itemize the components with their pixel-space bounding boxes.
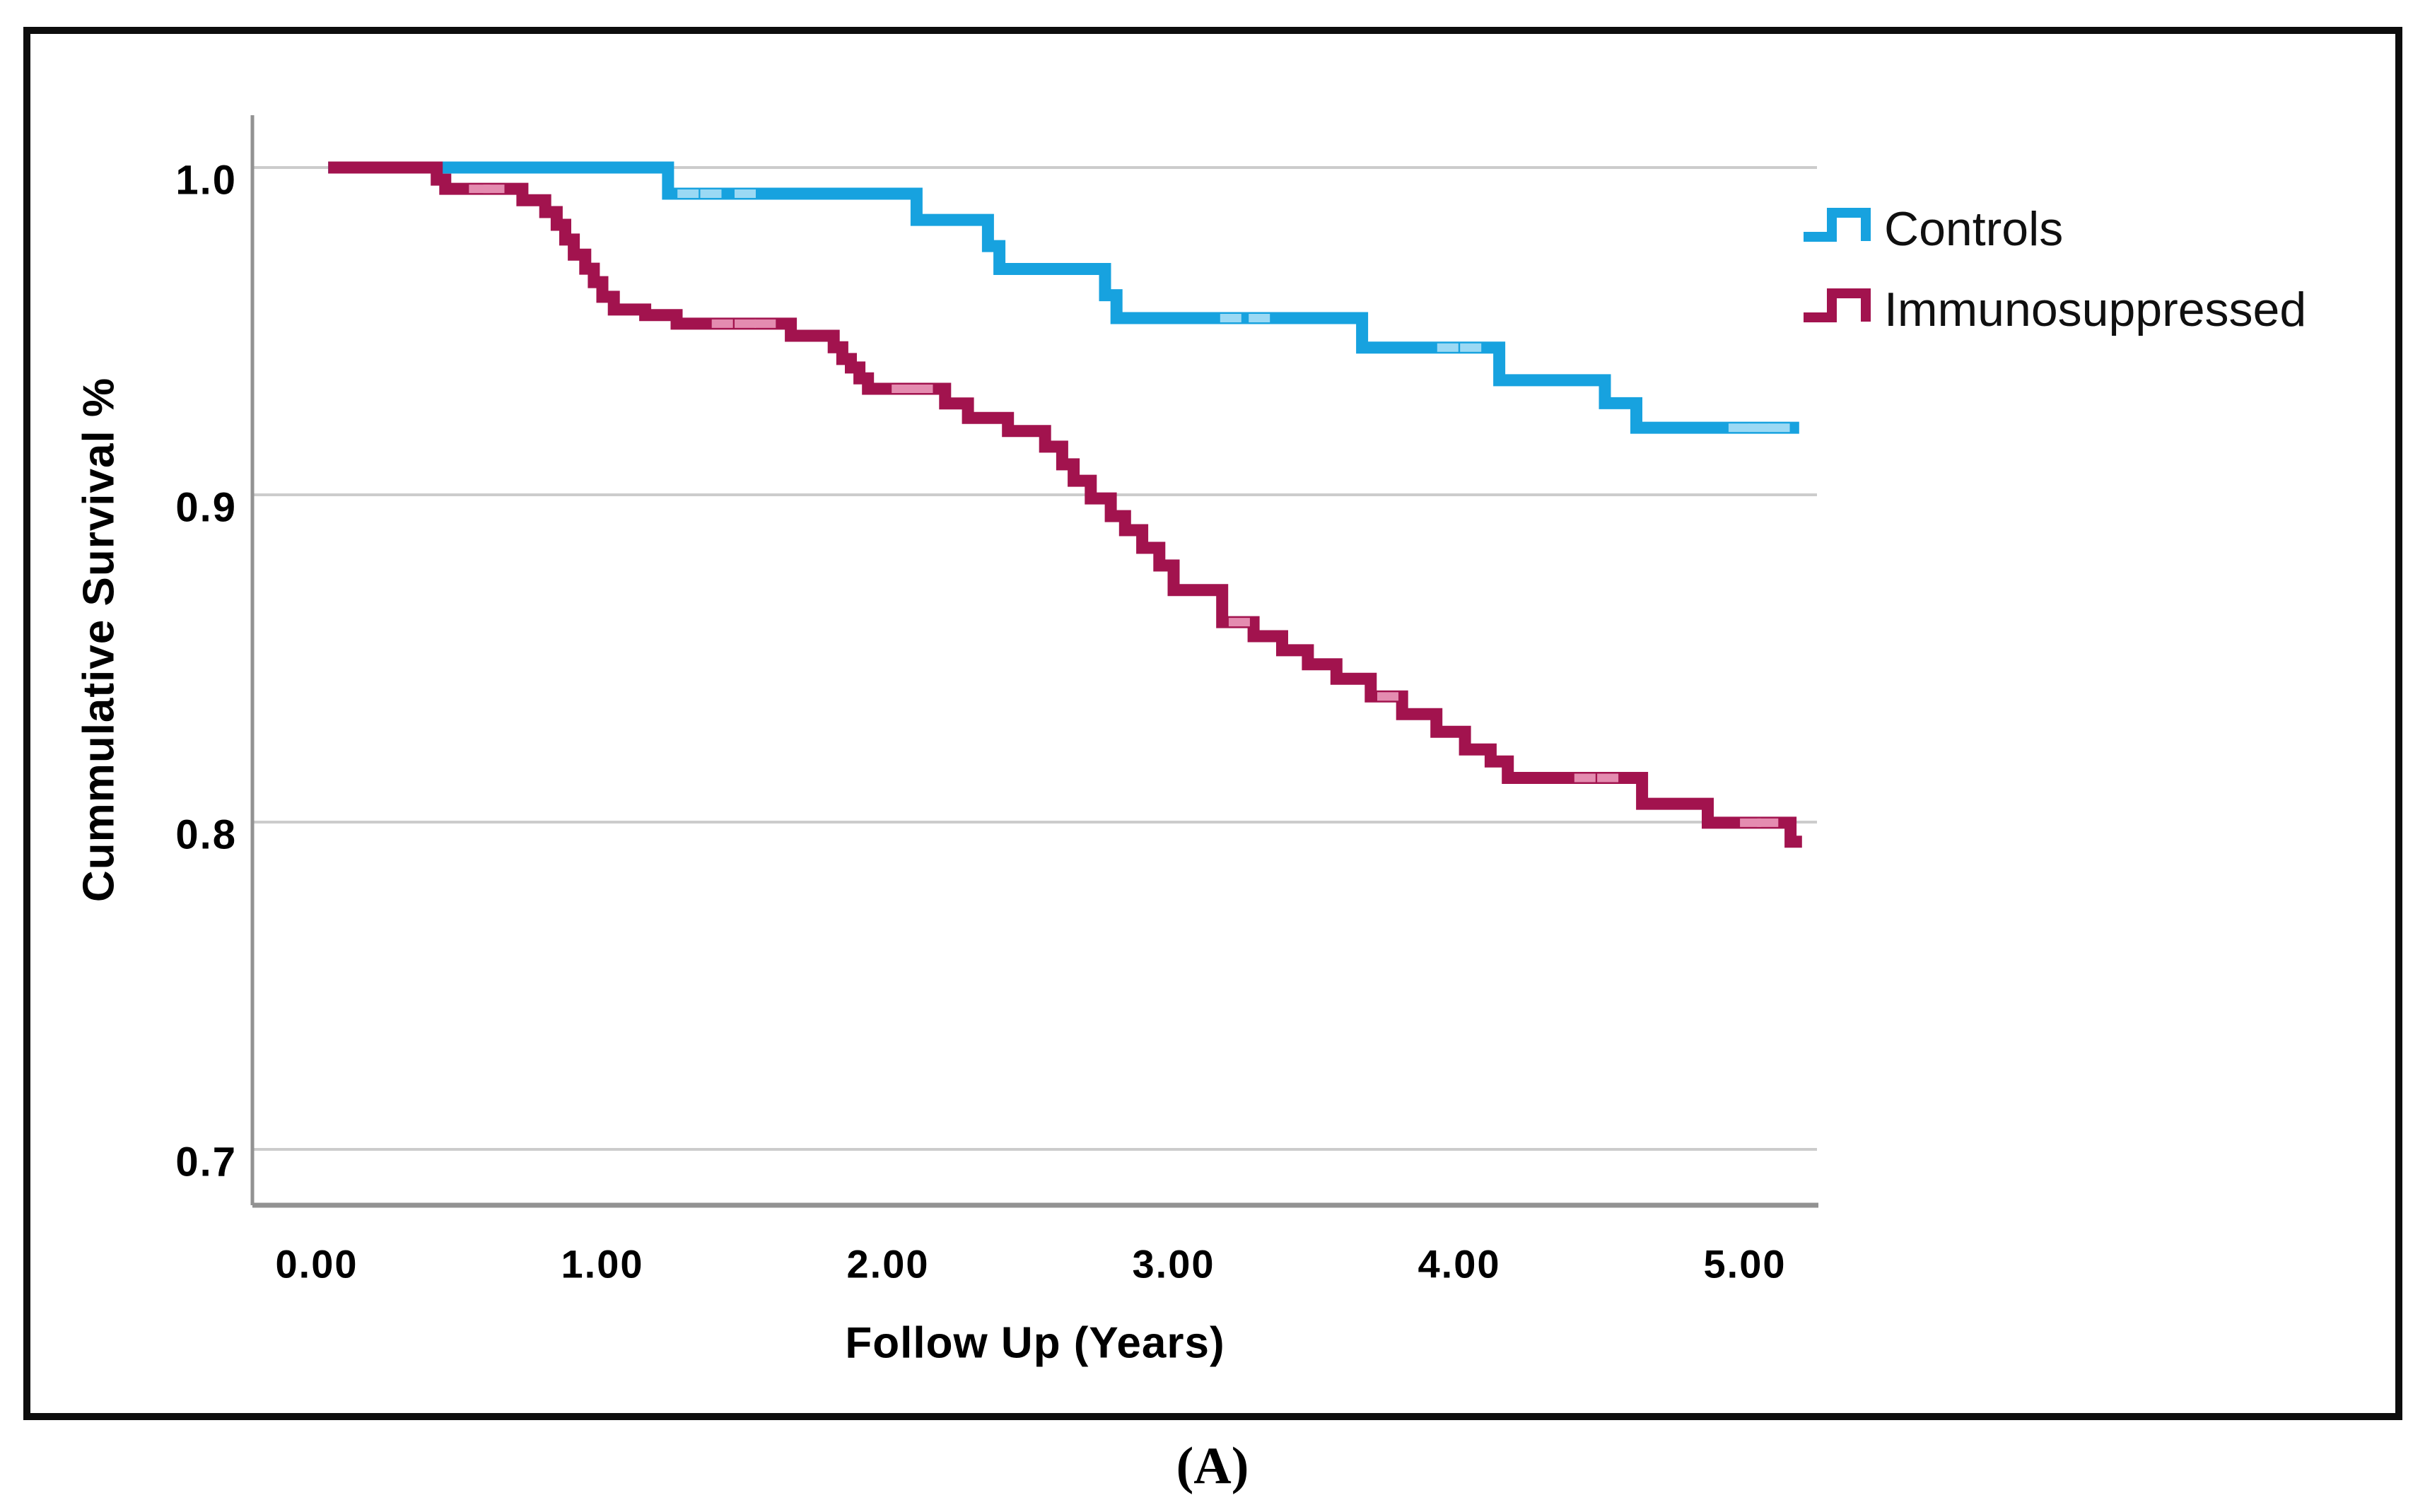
- x-axis-title: Follow Up (Years): [845, 1318, 1225, 1368]
- controls-step-icon: [1804, 208, 1871, 242]
- legend-entry-immunosuppressed: Immunosuppressed: [1801, 280, 2306, 334]
- x-tick-label-0.00: 0.00: [275, 1241, 358, 1287]
- x-tick-label-3.00: 3.00: [1132, 1241, 1215, 1287]
- x-tick-label-2.00: 2.00: [846, 1241, 930, 1287]
- immunosuppressed-curve: [328, 161, 1802, 848]
- figure-border: [23, 27, 2402, 1420]
- gridlines: [252, 166, 1817, 1151]
- legend-label-controls: Controls: [1884, 202, 2064, 256]
- survival-curves: [328, 161, 1802, 848]
- y-tick-label-1.0: 1.0: [175, 157, 237, 204]
- axes: [250, 115, 1818, 1208]
- censor-marks: [469, 184, 1790, 827]
- legend-entry-controls: Controls: [1801, 199, 2306, 253]
- figure-caption: (A): [1176, 1437, 1249, 1495]
- x-tick-label-4.00: 4.00: [1418, 1241, 1501, 1287]
- immunosuppressed-step-icon: [1804, 288, 1871, 322]
- legend-label-immunosuppressed: Immunosuppressed: [1884, 283, 2307, 336]
- x-tick-label-5.00: 5.00: [1703, 1241, 1787, 1287]
- x-tick-label-1.00: 1.00: [561, 1241, 644, 1287]
- y-tick-label-0.8: 0.8: [175, 811, 237, 858]
- controls-curve: [328, 161, 1799, 434]
- y-tick-label-0.9: 0.9: [175, 484, 237, 531]
- y-axis-title: Cummulative Survival %: [74, 377, 124, 903]
- y-tick-label-0.7: 0.7: [175, 1139, 237, 1185]
- legend: Controls Immunosuppressed: [1801, 199, 2306, 334]
